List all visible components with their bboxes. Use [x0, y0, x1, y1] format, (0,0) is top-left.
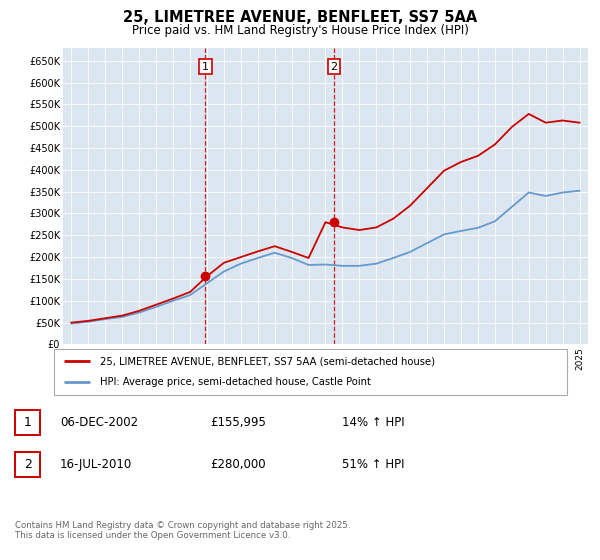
Text: £280,000: £280,000 — [210, 458, 266, 471]
FancyBboxPatch shape — [15, 410, 40, 436]
Text: 51% ↑ HPI: 51% ↑ HPI — [342, 458, 404, 471]
Text: 14% ↑ HPI: 14% ↑ HPI — [342, 416, 404, 430]
Text: 25, LIMETREE AVENUE, BENFLEET, SS7 5AA: 25, LIMETREE AVENUE, BENFLEET, SS7 5AA — [123, 11, 477, 25]
Text: Price paid vs. HM Land Registry's House Price Index (HPI): Price paid vs. HM Land Registry's House … — [131, 24, 469, 37]
Text: Contains HM Land Registry data © Crown copyright and database right 2025.
This d: Contains HM Land Registry data © Crown c… — [15, 521, 350, 540]
Text: 1: 1 — [202, 62, 209, 72]
Text: 2: 2 — [23, 458, 32, 471]
Text: 25, LIMETREE AVENUE, BENFLEET, SS7 5AA (semi-detached house): 25, LIMETREE AVENUE, BENFLEET, SS7 5AA (… — [100, 356, 435, 366]
Text: HPI: Average price, semi-detached house, Castle Point: HPI: Average price, semi-detached house,… — [100, 377, 371, 388]
Text: 2: 2 — [331, 62, 338, 72]
FancyBboxPatch shape — [54, 349, 567, 395]
Text: 1: 1 — [23, 416, 32, 430]
FancyBboxPatch shape — [15, 451, 40, 477]
Text: 16-JUL-2010: 16-JUL-2010 — [60, 458, 132, 471]
Text: £155,995: £155,995 — [210, 416, 266, 430]
Text: 06-DEC-2002: 06-DEC-2002 — [60, 416, 138, 430]
